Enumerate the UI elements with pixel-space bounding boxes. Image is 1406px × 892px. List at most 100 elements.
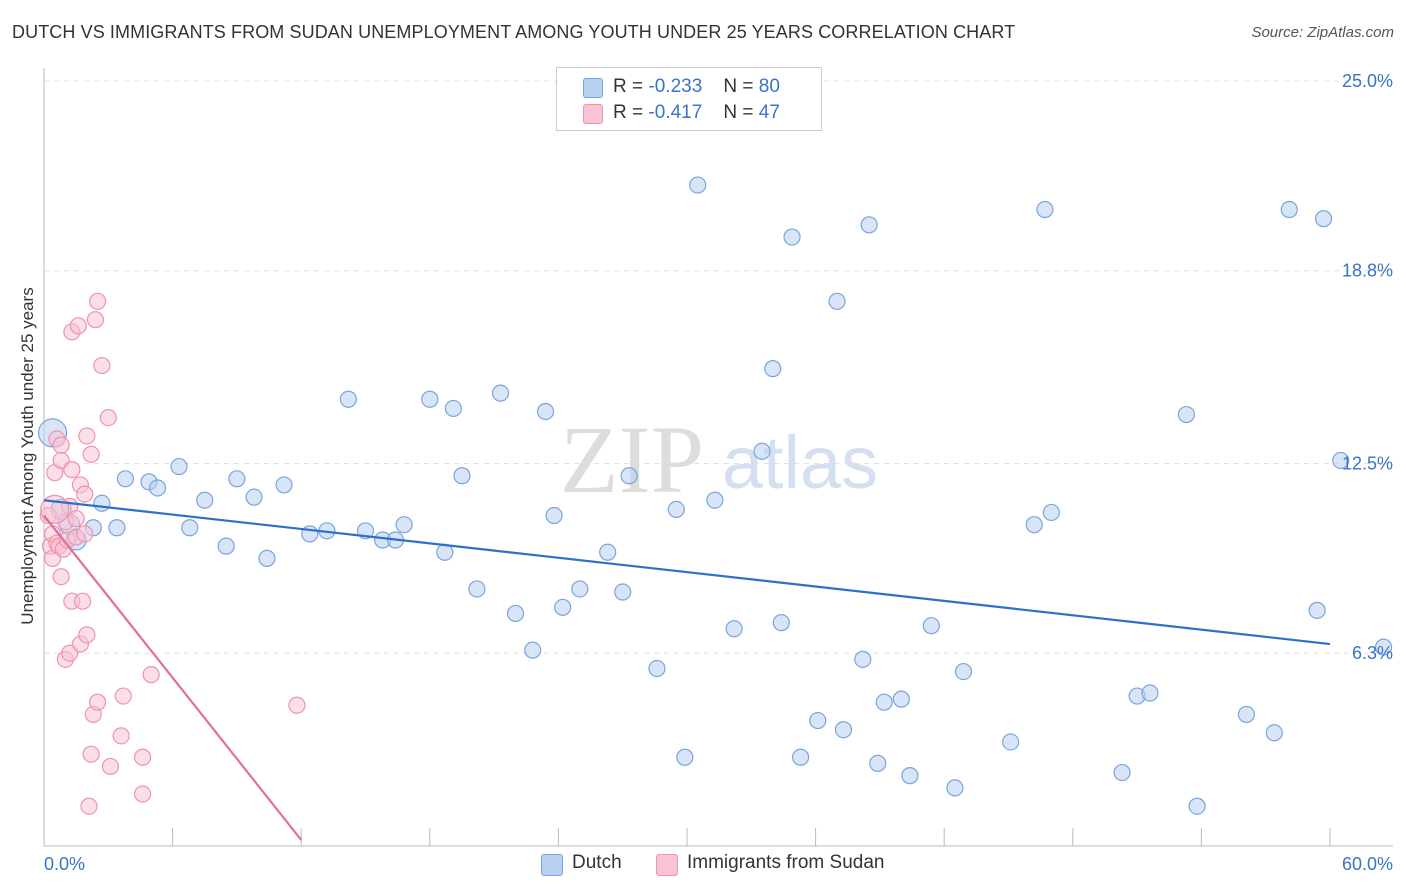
sudan-trend-line (43, 514, 303, 841)
dutch-point (1314, 210, 1333, 228)
y-tick-label: 25.0% (1342, 71, 1393, 91)
dutch-point (1374, 638, 1393, 656)
dutch-point (93, 494, 111, 512)
sudan-point (76, 525, 94, 543)
dutch-point (676, 748, 694, 766)
dutch-point (901, 767, 919, 785)
source-label: Source: ZipAtlas.com (1251, 24, 1394, 41)
x-tick-label-min: 0.0% (44, 854, 85, 874)
dutch-point (791, 748, 810, 766)
dutch-point (554, 598, 572, 616)
dutch-trend-line (43, 499, 1331, 646)
dutch-point (1042, 503, 1060, 522)
dutch-point (170, 457, 188, 476)
sudan-point (69, 317, 87, 335)
correlation-legend: R = -0.233 N = 80 R = -0.417 N = 47 (556, 67, 822, 131)
dutch-point (524, 641, 542, 659)
dutch-r-value: -0.233 (648, 76, 703, 97)
sudan-point (82, 745, 100, 763)
dutch-point (1280, 200, 1298, 219)
sudan-point (114, 687, 132, 705)
dutch-point (1265, 724, 1283, 742)
dutch-point (828, 292, 846, 310)
y-tick-label: 12.5% (1342, 454, 1393, 474)
sudan-point (86, 311, 105, 329)
dutch-point (1308, 601, 1326, 619)
sudan-point (78, 626, 96, 644)
sudan-point (52, 568, 70, 586)
sudan-point (112, 727, 130, 745)
sudan-point (78, 427, 96, 445)
sudan-point (82, 445, 100, 463)
y-tick-label: 6.3% (1352, 643, 1393, 663)
dutch-points (37, 176, 1393, 815)
dutch-point (764, 360, 782, 378)
sudan-point (142, 666, 160, 684)
sudan-point (76, 485, 94, 503)
dutch-point (181, 519, 199, 537)
dutch-point (946, 779, 964, 797)
dutch-point (875, 693, 893, 711)
watermark: ZIP atlas (560, 406, 878, 513)
dutch-point (468, 580, 486, 598)
dutch-n-value: 80 (758, 76, 780, 97)
dutch-point (258, 549, 276, 567)
dutch-point (245, 488, 263, 506)
sudan-point (93, 356, 111, 375)
dutch-point (772, 614, 790, 632)
dutch-n-label: N = (723, 76, 754, 97)
dutch-point (506, 604, 525, 623)
sudan-points (39, 292, 306, 815)
dutch-point (1036, 200, 1054, 219)
dutch-point (860, 216, 878, 234)
sudan-point (52, 436, 70, 454)
watermark-atlas: atlas (722, 421, 878, 504)
sudan-n-value: 47 (758, 102, 780, 123)
dutch-point (116, 470, 135, 488)
dutch-point (667, 500, 685, 518)
dutch-point (1141, 684, 1159, 702)
dutch-point (421, 390, 439, 408)
dutch-point (834, 721, 853, 739)
trend-lines (43, 499, 1331, 841)
dutch-point (783, 228, 801, 246)
dutch-point (571, 580, 589, 598)
dutch-point (453, 467, 471, 485)
dutch-point (1025, 516, 1043, 534)
sudan-point (80, 797, 98, 815)
dutch-point (954, 662, 973, 681)
sudan-swatch (583, 104, 603, 124)
dutch-legend-label: Dutch (572, 852, 622, 873)
dutch-point (1177, 405, 1195, 424)
dutch-point (1188, 797, 1206, 815)
sudan-point (63, 461, 81, 479)
sudan-point (288, 696, 306, 714)
sudan-point (73, 592, 92, 610)
dutch-point (725, 620, 743, 638)
series-legend: Dutch Immigrants from Sudan (0, 852, 1406, 878)
dutch-point (689, 176, 707, 194)
dutch-point (620, 467, 638, 485)
dutch-point (614, 583, 632, 601)
dutch-point (545, 506, 563, 525)
sudan-point (88, 292, 107, 310)
dutch-point (217, 537, 235, 555)
x-ticks (172, 828, 1331, 846)
dutch-point (706, 491, 724, 509)
dutch-point (753, 442, 771, 460)
dutch-point (922, 617, 940, 635)
sudan-point (99, 409, 117, 427)
sudan-point (133, 748, 152, 766)
y-tick-label: 18.8% (1342, 261, 1393, 281)
dutch-point (395, 516, 413, 534)
dutch-point (536, 402, 555, 421)
gridlines (44, 80, 1393, 654)
dutch-point (1332, 451, 1350, 470)
dutch-point (1002, 733, 1020, 751)
dutch-point (444, 399, 462, 418)
dutch-point (854, 650, 872, 668)
sudan-point (88, 693, 107, 711)
dutch-swatch (583, 78, 603, 98)
sudan-r-value: -0.417 (648, 102, 703, 123)
sudan-legend-swatch (656, 854, 678, 876)
